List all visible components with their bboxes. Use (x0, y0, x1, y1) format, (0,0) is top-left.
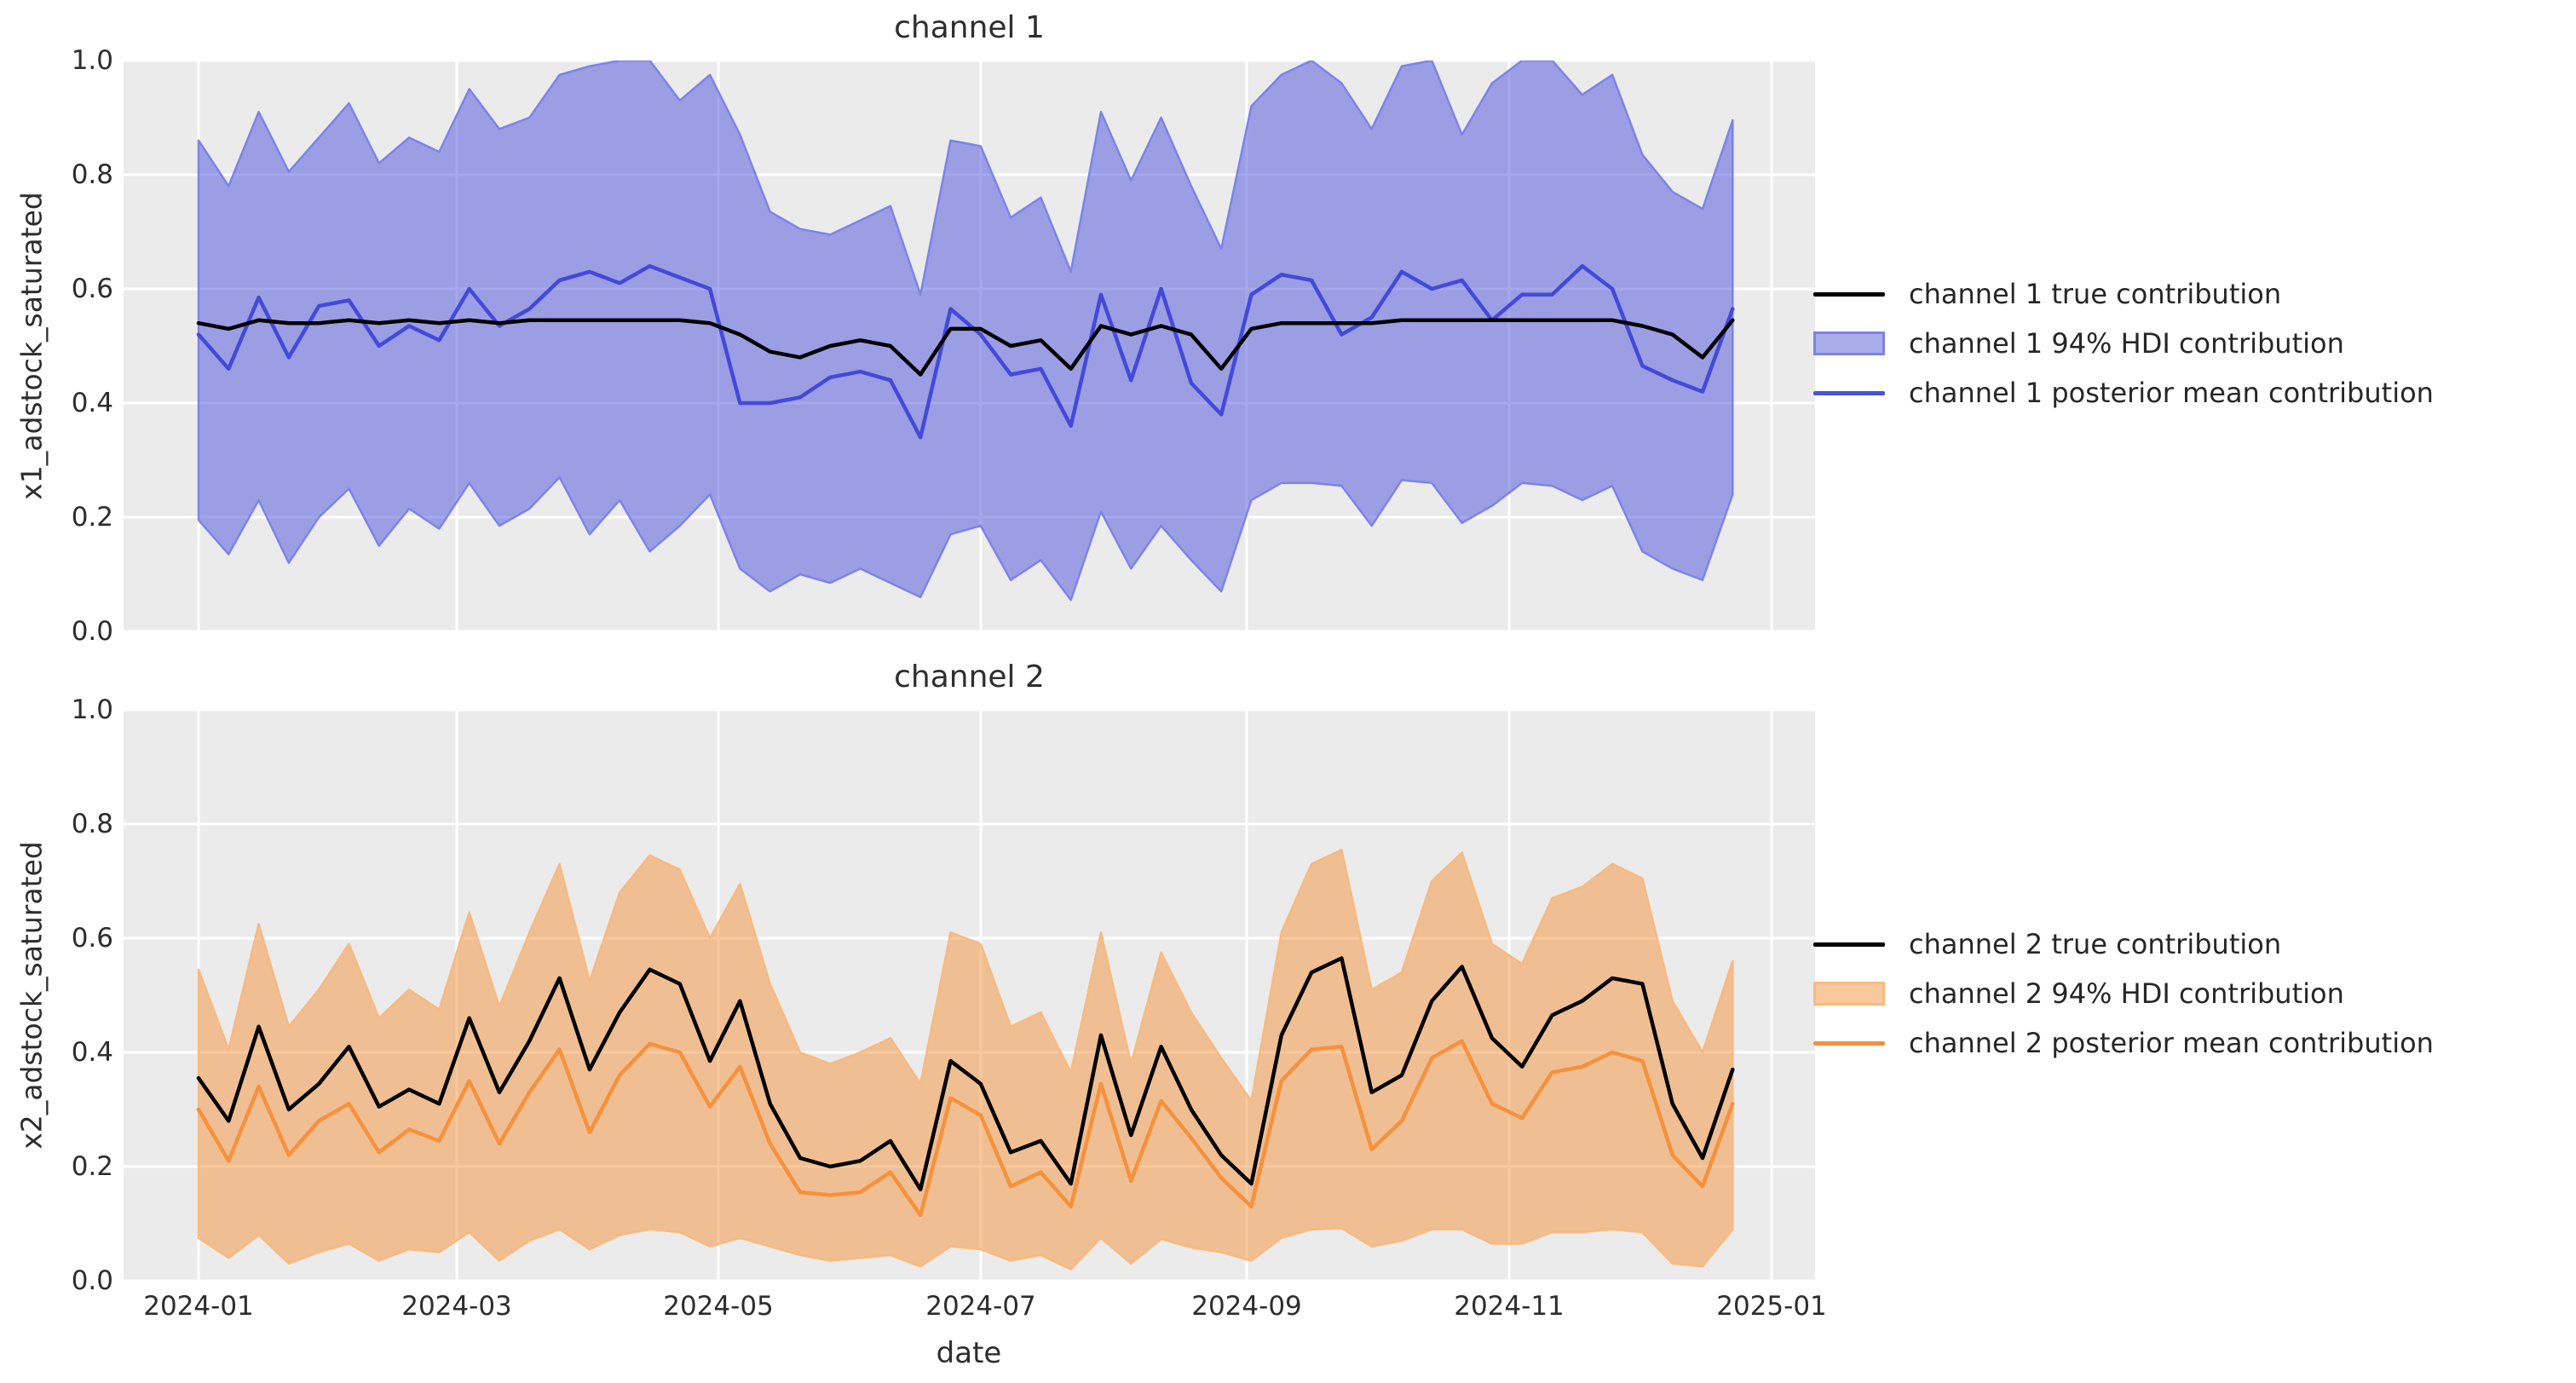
chart1-y-axis-label: x1_adstock_saturated (14, 192, 49, 500)
legend-label: channel 2 94% HDI contribution (1909, 977, 2344, 1010)
true-contribution-line (196, 318, 1735, 377)
line-swatch (1813, 942, 1885, 947)
line-swatch (1813, 1040, 1885, 1046)
plot-background (124, 61, 1815, 631)
y-tick-label: 0.4 (71, 1037, 113, 1068)
y-tick-label: 0.4 (71, 388, 113, 418)
y-tick-label: 0.6 (71, 923, 113, 954)
legend-swatch (1813, 1040, 1885, 1046)
chart1-plot-area (124, 61, 1815, 631)
y-tick-label: 0.8 (71, 159, 113, 190)
legend-entry: channel 1 true contribution (1813, 270, 2281, 318)
y-tick-label: 0.6 (71, 274, 113, 304)
hdi-band-swatch (1813, 331, 1885, 355)
chart2-title: channel 2 (894, 660, 1045, 694)
y-tick-label: 0.8 (71, 809, 113, 839)
x-tick-label: 2024-09 (1191, 1291, 1302, 1322)
line-swatch (1813, 390, 1885, 395)
y-tick-label: 0.2 (71, 1151, 113, 1182)
legend-entry: channel 2 94% HDI contribution (1813, 970, 2344, 1017)
hdi-band-swatch (1813, 982, 1885, 1006)
chart2-plot-area (124, 710, 1815, 1281)
legend-label: channel 2 posterior mean contribution (1909, 1027, 2434, 1059)
legend-entry: channel 1 posterior mean contribution (1813, 369, 2434, 417)
legend-entry: channel 2 true contribution (1813, 920, 2281, 968)
x-axis-label: date (936, 1336, 1002, 1370)
legend-swatch (1813, 390, 1885, 395)
y-tick-label: 0.2 (71, 502, 113, 533)
y-tick-label: 0.0 (71, 1265, 113, 1296)
chart2-y-axis-label: x2_adstock_saturated (14, 841, 49, 1150)
y-tick-label: 1.0 (71, 45, 113, 76)
legend-swatch (1813, 982, 1885, 1006)
chart1-title: channel 1 (894, 10, 1045, 45)
legend-label: channel 1 posterior mean contribution (1909, 377, 2434, 409)
x-tick-label: 2025-01 (1716, 1291, 1827, 1322)
posterior-mean-line (196, 1039, 1735, 1218)
x-tick-label: 2024-11 (1454, 1291, 1565, 1322)
hdi-band (197, 848, 1734, 1271)
legend-label: channel 1 94% HDI contribution (1909, 327, 2344, 360)
x-tick-label: 2024-01 (143, 1291, 254, 1322)
legend-label: channel 1 true contribution (1909, 278, 2282, 310)
legend-swatch (1813, 331, 1885, 355)
legend-swatch (1813, 291, 1885, 297)
x-tick-label: 2024-03 (401, 1291, 512, 1322)
legend-entry: channel 2 posterior mean contribution (1813, 1019, 2434, 1067)
y-tick-label: 1.0 (71, 694, 113, 725)
legend-entry: channel 1 94% HDI contribution (1813, 320, 2344, 367)
x-tick-label: 2024-05 (663, 1291, 774, 1322)
x-tick-label: 2024-07 (925, 1291, 1036, 1322)
true-contribution-line (196, 956, 1735, 1192)
legend-label: channel 2 true contribution (1909, 928, 2282, 960)
legend-swatch (1813, 942, 1885, 947)
posterior-mean-line (196, 263, 1735, 440)
y-tick-label: 0.0 (71, 616, 113, 647)
line-swatch (1813, 291, 1885, 297)
